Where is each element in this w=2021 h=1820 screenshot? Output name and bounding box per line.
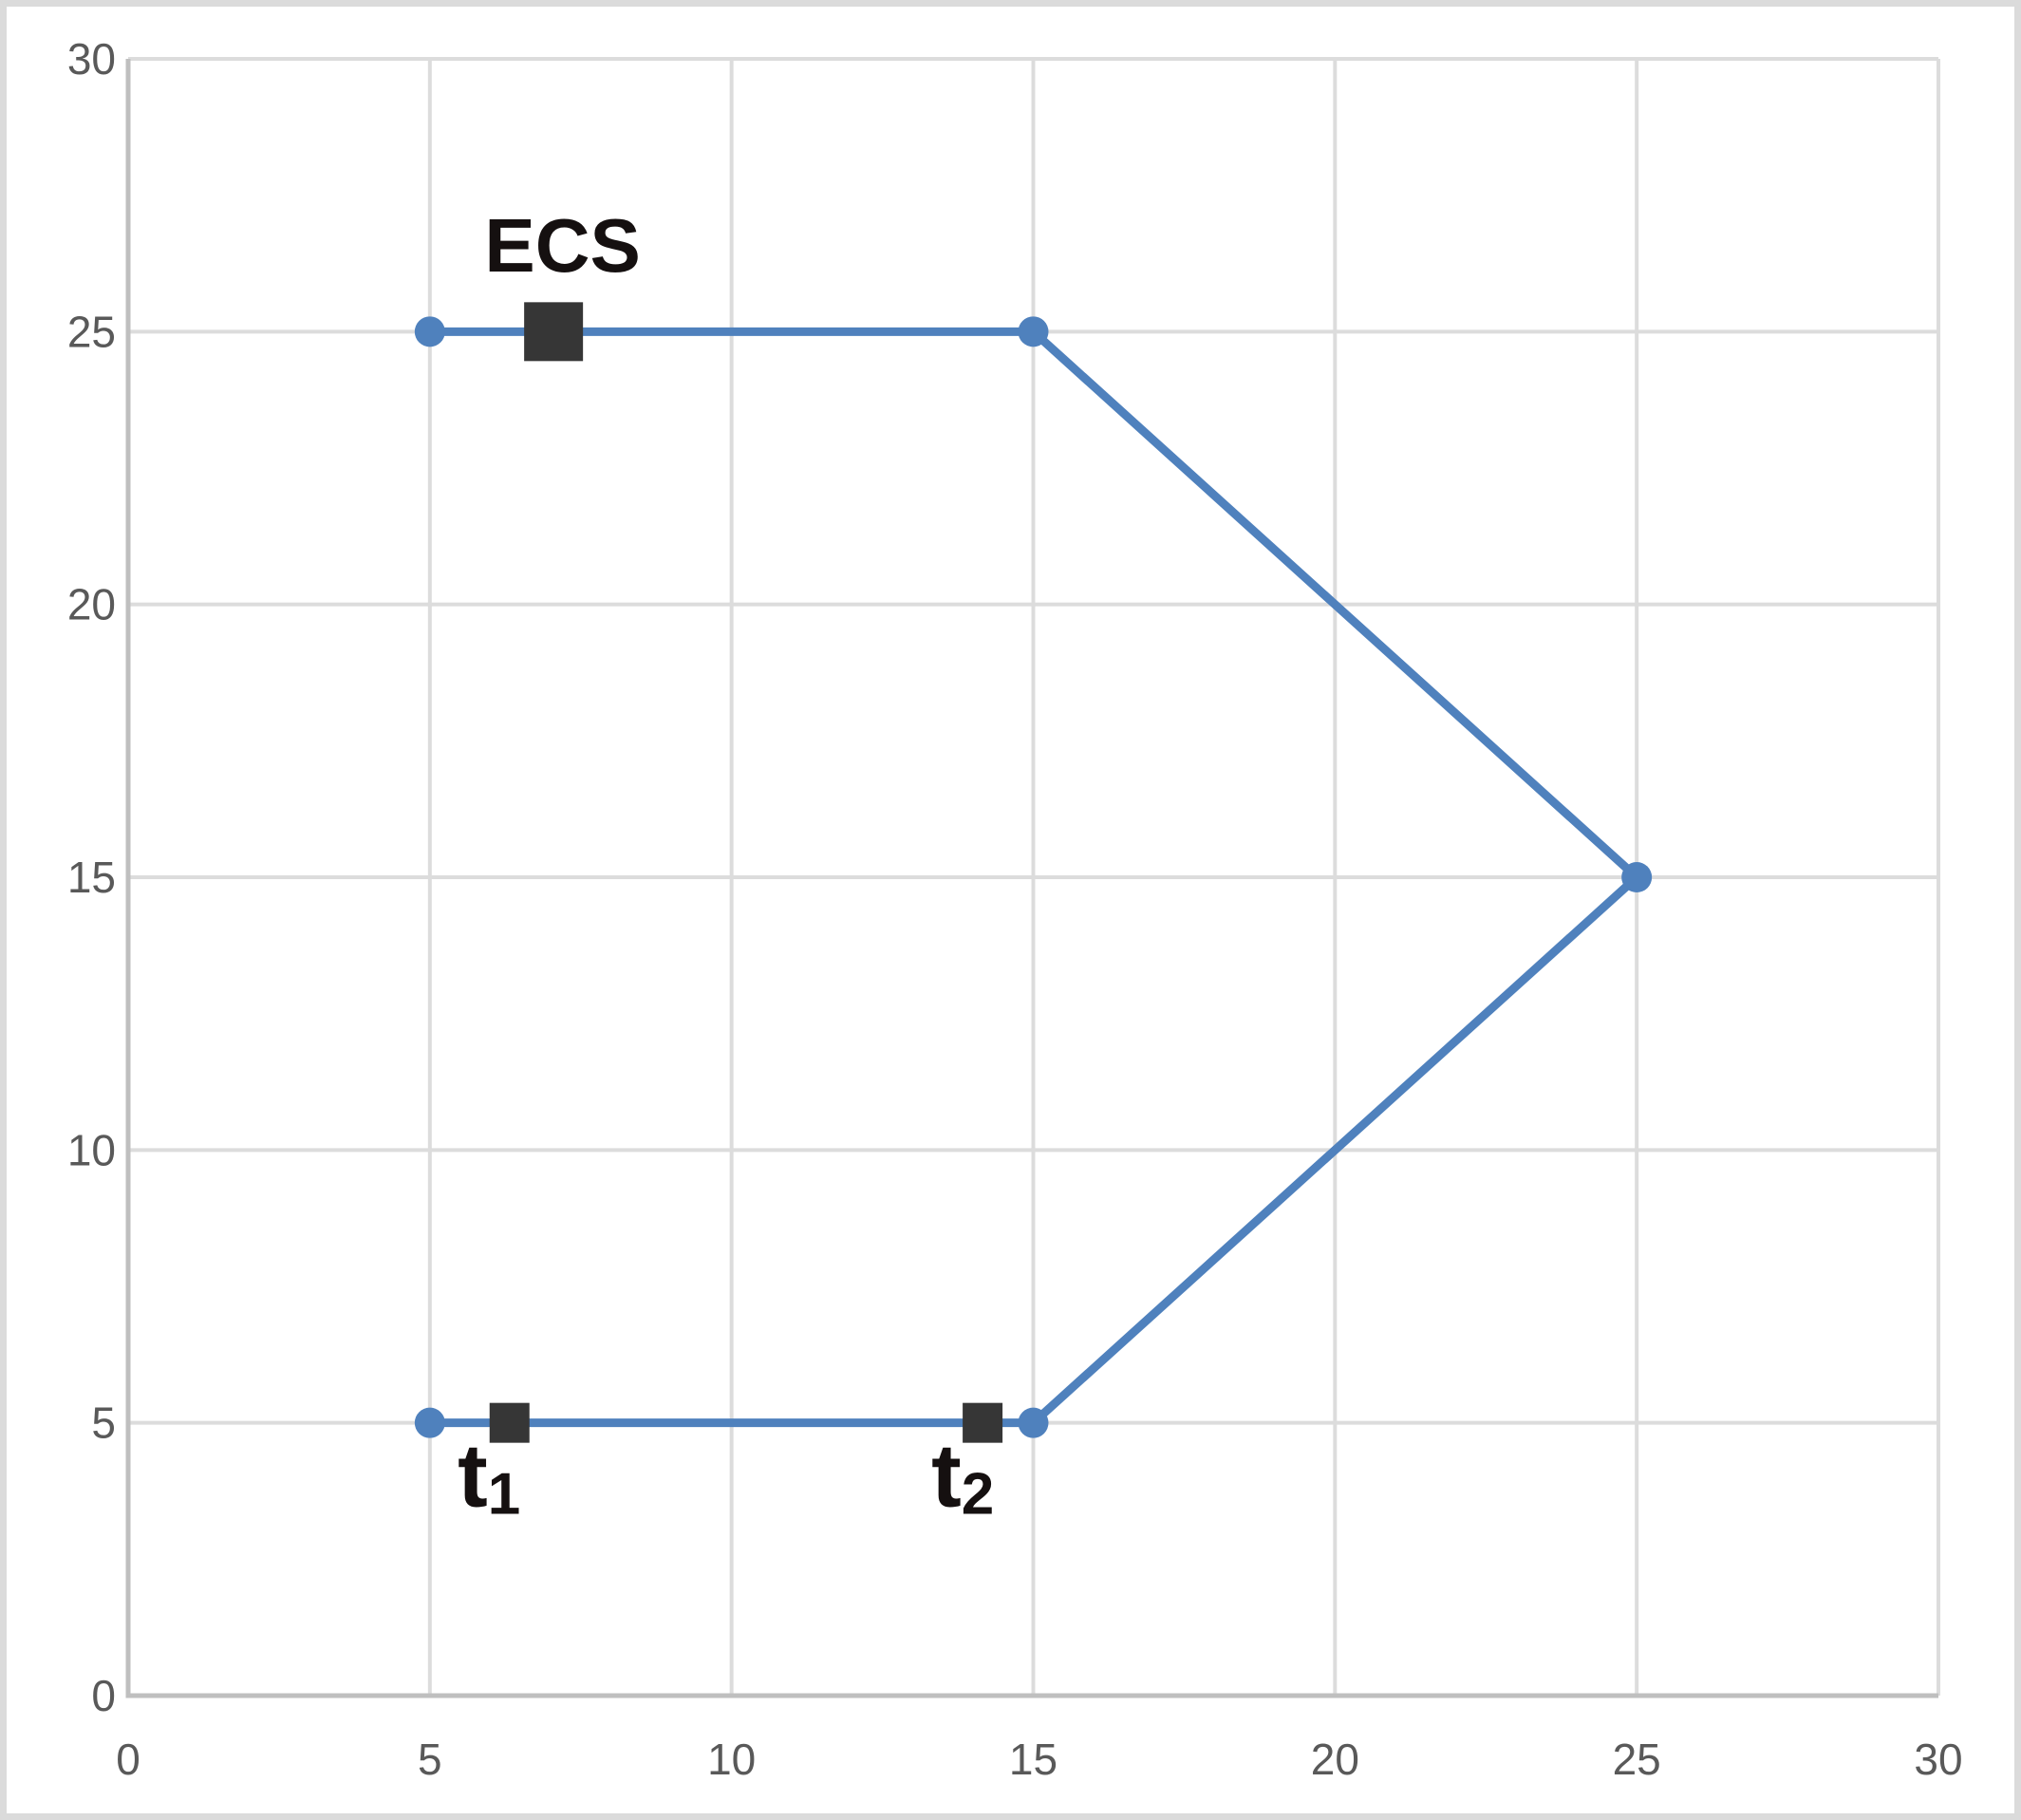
annotation-subscript-t1: 1: [488, 1461, 520, 1527]
annotation-subscript-t2: 2: [962, 1461, 994, 1527]
x-axis-tick-label: 5: [418, 1735, 442, 1784]
data-point-marker: [1621, 862, 1653, 892]
square-marker-t2: [963, 1402, 1003, 1443]
y-axis-tick-label: 5: [91, 1398, 116, 1448]
data-point-marker: [1018, 316, 1049, 347]
y-axis-tick-label: 30: [67, 34, 116, 84]
x-axis-tick-label: 0: [116, 1735, 140, 1784]
x-axis-tick-label: 30: [1914, 1735, 1962, 1784]
y-axis-tick-label: 20: [67, 580, 116, 629]
y-axis-tick-label: 25: [67, 307, 116, 356]
x-axis-tick-label: 25: [1613, 1735, 1661, 1784]
y-axis-tick-label: 10: [67, 1125, 116, 1174]
x-axis-tick-label: 15: [1009, 1735, 1057, 1784]
data-point-marker: [414, 316, 445, 347]
y-axis-tick-label: 0: [91, 1671, 116, 1720]
square-marker-t1: [489, 1402, 530, 1443]
data-point-marker: [1018, 1407, 1049, 1438]
square-marker-ecs: [524, 302, 584, 362]
y-axis-tick-label: 15: [67, 853, 116, 902]
annotation-label-ecs: ECS: [484, 203, 641, 288]
x-axis-tick-label: 20: [1311, 1735, 1359, 1784]
data-point-marker: [414, 1407, 445, 1438]
x-axis-tick-label: 10: [707, 1735, 756, 1784]
